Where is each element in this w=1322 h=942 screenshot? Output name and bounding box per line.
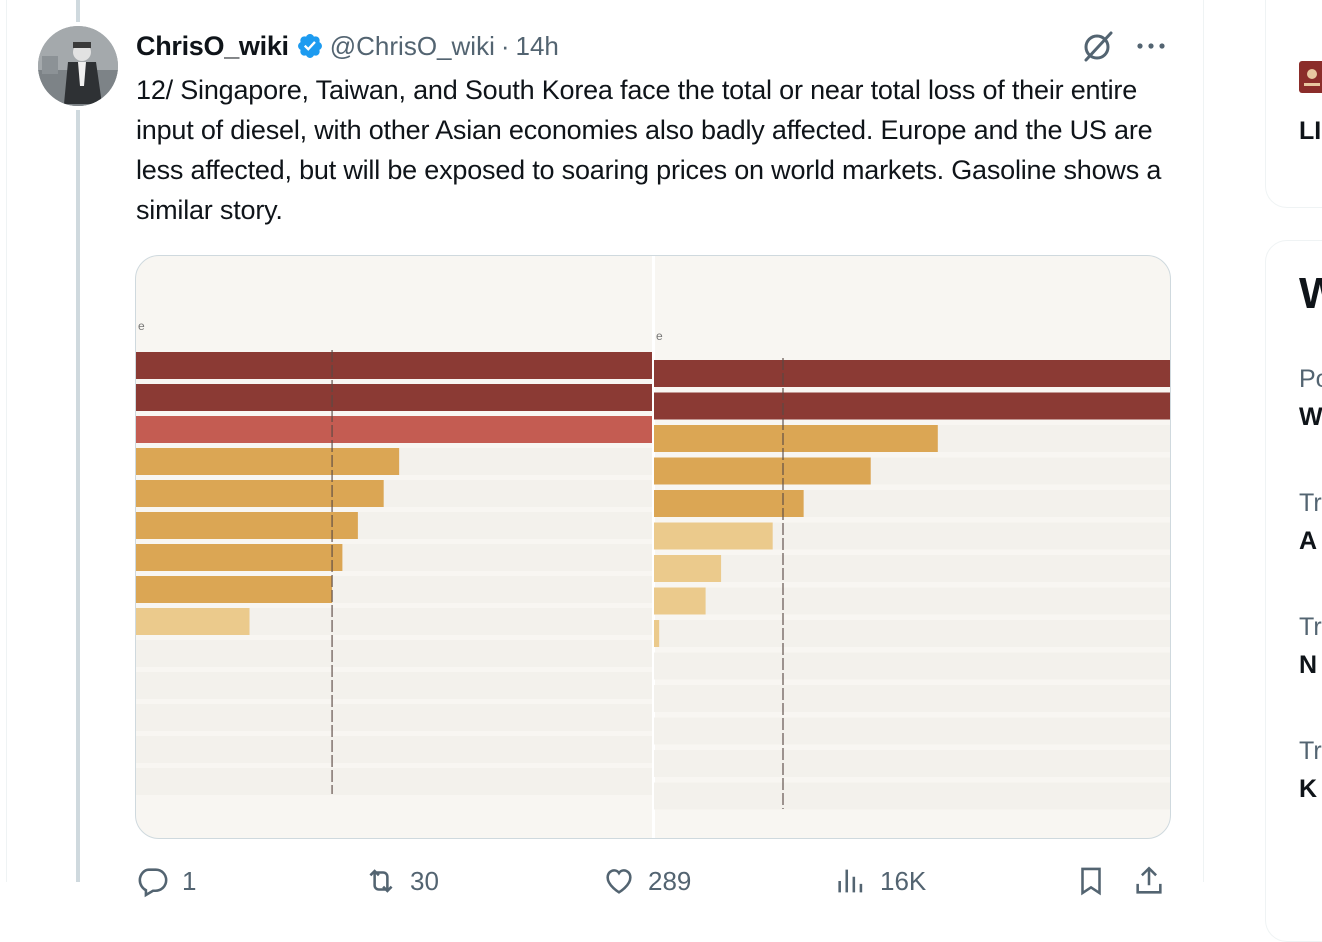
like-button[interactable]: 289: [602, 864, 691, 898]
bar: [136, 352, 652, 379]
timeline-left-border: [6, 0, 7, 882]
bar-track: [654, 587, 1170, 615]
bar: [654, 490, 804, 517]
avatar-photo: [38, 26, 118, 106]
bar-track: [654, 685, 1170, 712]
trend-meta: Tr: [1299, 489, 1322, 517]
sidebar-news-title[interactable]: LI: [1299, 117, 1322, 145]
trend-title[interactable]: W: [1299, 403, 1322, 431]
panel-divider: [652, 256, 655, 838]
news-logo-icon[interactable]: [1299, 61, 1322, 93]
bar: [136, 512, 358, 539]
bar-track: [654, 782, 1170, 810]
share-icon: [1136, 866, 1162, 894]
bar-track: [654, 750, 1170, 777]
heart-icon: [606, 869, 632, 894]
bar-track: [654, 555, 1170, 582]
trend-meta: Po: [1299, 365, 1322, 393]
view-count: 16K: [880, 865, 927, 896]
bar: [654, 620, 660, 647]
bar-track: [654, 620, 1170, 647]
tweet-actions: 1 30 289 16K: [136, 864, 1172, 898]
reply-icon: [138, 868, 168, 898]
bar: [136, 544, 343, 571]
bar-track: [654, 652, 1170, 680]
bar: [654, 522, 773, 550]
share-button[interactable]: [1132, 864, 1166, 898]
bar-track: [136, 736, 652, 763]
bar: [654, 457, 871, 485]
trends-heading: W: [1299, 269, 1322, 318]
bar-track: [136, 672, 652, 699]
bar-track: [136, 640, 652, 667]
bar-track: [654, 717, 1170, 745]
bar: [136, 608, 250, 635]
panel-header-label: e: [656, 329, 663, 343]
more-options-icon[interactable]: [1132, 32, 1170, 58]
verified-badge-icon[interactable]: [296, 32, 324, 60]
tweet-text: 12/ Singapore, Taiwan, and South Korea f…: [136, 75, 1162, 225]
trend-meta: Tr: [1299, 737, 1322, 765]
views-chart-icon: [838, 869, 863, 893]
grok-icon[interactable]: [1080, 28, 1116, 64]
tweet-header: ChrisO_wiki @ChrisO_wiki · 14h: [136, 27, 559, 65]
panel-header-label: e: [138, 319, 145, 333]
timestamp[interactable]: 14h: [515, 30, 559, 61]
bar: [654, 360, 1170, 387]
bar: [654, 587, 706, 615]
bar: [654, 555, 722, 582]
thread-connector-line: [76, 0, 80, 22]
repost-count: 30: [410, 865, 439, 896]
repost-button[interactable]: 30: [364, 864, 439, 898]
thread-connector-line: [76, 110, 80, 882]
display-name[interactable]: ChrisO_wiki: [136, 30, 289, 61]
like-count: 289: [648, 865, 692, 896]
bar: [654, 425, 938, 452]
bookmark-button[interactable]: [1074, 864, 1108, 898]
bar: [654, 392, 1170, 420]
separator-dot: ·: [500, 30, 510, 61]
trend-title[interactable]: N: [1299, 651, 1318, 679]
bar: [136, 416, 652, 443]
avatar[interactable]: [38, 26, 118, 106]
bar: [136, 480, 384, 507]
reply-count: 1: [182, 865, 197, 896]
sidebar-card-top: LI: [1265, 0, 1322, 208]
bar-track: [136, 704, 652, 731]
bar: [136, 448, 400, 475]
diesel-loss-chart: ee: [136, 256, 1170, 838]
handle[interactable]: @ChrisO_wiki: [329, 30, 495, 61]
bar-track: [136, 768, 652, 795]
views-button[interactable]: 16K: [834, 864, 926, 898]
reply-button[interactable]: 1: [136, 864, 196, 898]
sidebar-trends-card: W Po W Tr A Tr N Tr K: [1265, 240, 1322, 942]
trend-meta: Tr: [1299, 613, 1322, 641]
bar: [136, 576, 333, 603]
trend-title[interactable]: K: [1299, 775, 1318, 803]
timeline-right-border: [1203, 0, 1204, 882]
bar: [136, 384, 652, 411]
trend-title[interactable]: A: [1299, 527, 1318, 555]
bookmark-icon: [1081, 867, 1101, 896]
repost-icon: [369, 869, 393, 893]
